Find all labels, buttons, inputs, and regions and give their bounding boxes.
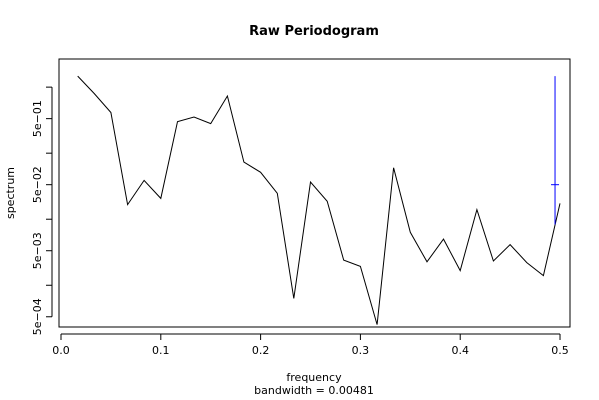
x-tick-label: 0.5 — [551, 344, 569, 357]
y-axis: 5e−04 5e−03 5e−02 5e−01 — [31, 86, 53, 335]
y-axis-label: spectrum — [4, 167, 17, 219]
bandwidth-label: bandwidth = 0.00481 — [254, 384, 374, 397]
y-tick-label: 5e−02 — [31, 166, 44, 203]
x-axis: 0.0 0.1 0.2 0.3 0.4 0.5 — [52, 333, 569, 357]
y-tick-label: 5e−01 — [31, 100, 44, 137]
plot-frame — [58, 58, 571, 328]
x-tick-label: 0.0 — [52, 344, 70, 357]
x-tick-label: 0.2 — [252, 344, 270, 357]
x-tick-label: 0.3 — [352, 344, 370, 357]
confidence-interval-marker — [551, 76, 560, 225]
y-tick-label: 5e−03 — [31, 232, 44, 269]
y-tick-label: 5e−04 — [31, 298, 44, 335]
chart-title: Raw Periodogram — [249, 24, 379, 39]
x-tick-label: 0.4 — [451, 344, 469, 357]
x-axis-label: frequency — [286, 371, 342, 384]
x-tick-label: 0.1 — [152, 344, 170, 357]
spectrum-series-line — [77, 75, 561, 325]
